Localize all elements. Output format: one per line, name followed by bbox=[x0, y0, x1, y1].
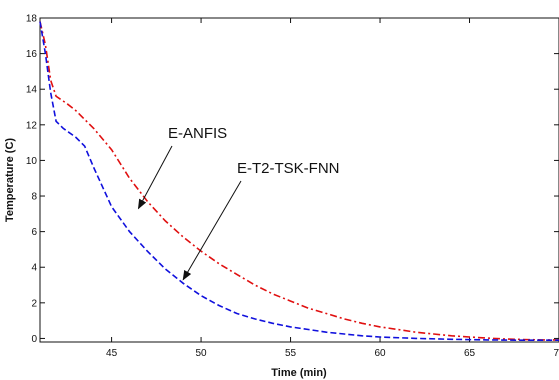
x-axis-title: Time (min) bbox=[271, 367, 327, 379]
x-tick-label: 45 bbox=[106, 348, 118, 359]
y-tick-label: 6 bbox=[31, 227, 37, 238]
x-tick-label: 55 bbox=[285, 348, 297, 359]
x-tick-label: 60 bbox=[374, 348, 386, 359]
y-tick-label: 8 bbox=[31, 192, 37, 203]
annotation-arrow bbox=[137, 145, 173, 210]
y-tick-label: 12 bbox=[26, 120, 38, 131]
x-tick-label: 65 bbox=[464, 348, 476, 359]
y-tick-label: 10 bbox=[26, 156, 38, 167]
plot-area bbox=[39, 17, 559, 343]
series-line-e-t2-tsk-fnn bbox=[39, 21, 559, 341]
x-tick-label: 50 bbox=[196, 348, 208, 359]
y-tick-label: 18 bbox=[26, 14, 38, 25]
y-tick-label: 2 bbox=[31, 298, 37, 309]
annotation-layer: E-ANFIS E-T2-TSK-FNN bbox=[137, 125, 340, 281]
y-axis-title: Temperature (C) bbox=[4, 138, 16, 222]
y-tick-label: 16 bbox=[26, 49, 38, 60]
series-layer bbox=[39, 21, 559, 341]
annotation-label: E-ANFIS bbox=[168, 125, 227, 142]
axis-ticks: 45 50 55 60 65 70 0 2 4 6 8 10 12 14 16 18 bbox=[26, 14, 559, 359]
series-line-e-anfis bbox=[39, 21, 559, 341]
y-tick-label: 0 bbox=[31, 334, 37, 345]
x-tick-label: 70 bbox=[553, 348, 559, 359]
annotation-arrow bbox=[182, 180, 242, 281]
y-tick-label: 4 bbox=[31, 263, 37, 274]
y-tick-label: 14 bbox=[26, 85, 38, 96]
annotation-label: E-T2-TSK-FNN bbox=[237, 160, 340, 177]
